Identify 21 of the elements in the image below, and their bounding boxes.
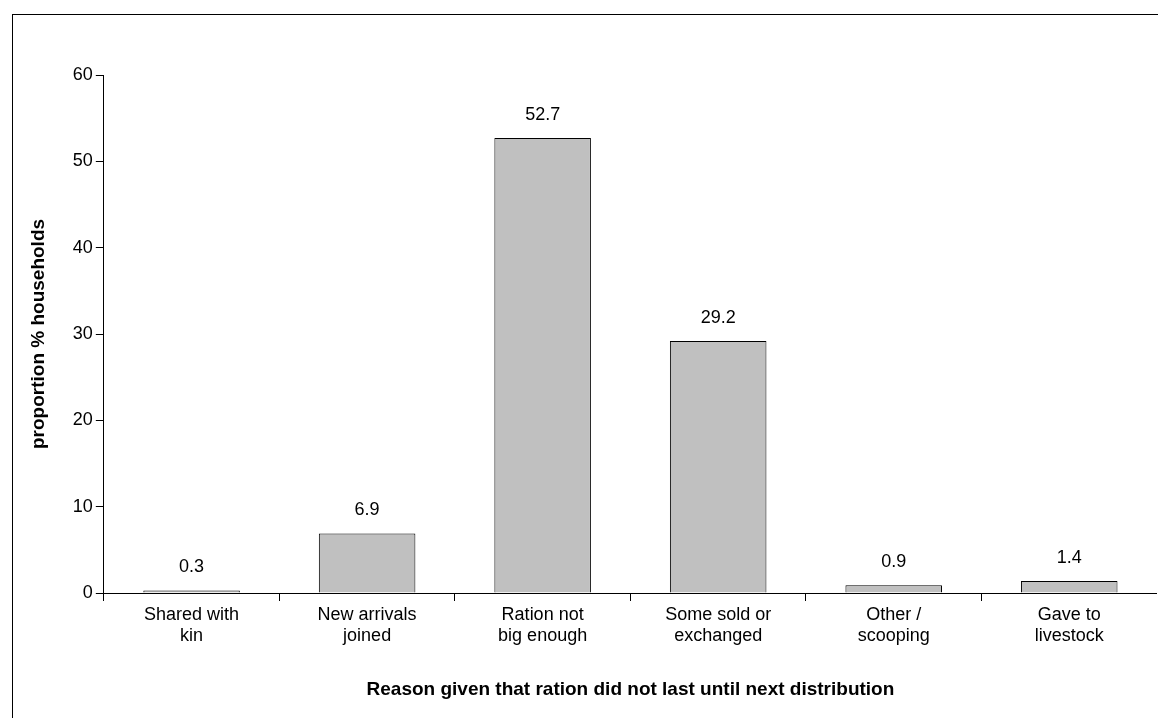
- y-tick-label: 0: [82, 581, 93, 602]
- y-tick-label: 10: [72, 495, 93, 516]
- x-tick-label: Ration not big enough: [498, 603, 588, 646]
- x-tick-label: Some sold or exchanged: [665, 603, 772, 646]
- x-tick-label: Gave to livestock: [1034, 603, 1105, 646]
- data-label: 0.3: [179, 556, 205, 577]
- data-label: 29.2: [700, 306, 736, 327]
- y-tick-label: 20: [72, 409, 93, 430]
- y-tick-label: 50: [72, 150, 93, 171]
- y-axis-title: proportion % households: [26, 218, 48, 450]
- data-label: 0.9: [881, 551, 907, 572]
- x-tick-label: New arrivals joined: [317, 603, 417, 646]
- y-tick-label: 40: [72, 236, 93, 257]
- y-tick-label: 60: [72, 63, 93, 84]
- data-label: 52.7: [525, 103, 561, 124]
- data-label: 1.4: [1056, 546, 1082, 567]
- y-tick-label: 30: [72, 322, 93, 343]
- x-tick-label: Shared with kin: [144, 603, 240, 646]
- x-tick-label: Other / scooping: [857, 603, 930, 646]
- x-axis-title: Reason given that ration did not last until next distribution: [366, 677, 895, 699]
- data-label: 6.9: [354, 499, 380, 520]
